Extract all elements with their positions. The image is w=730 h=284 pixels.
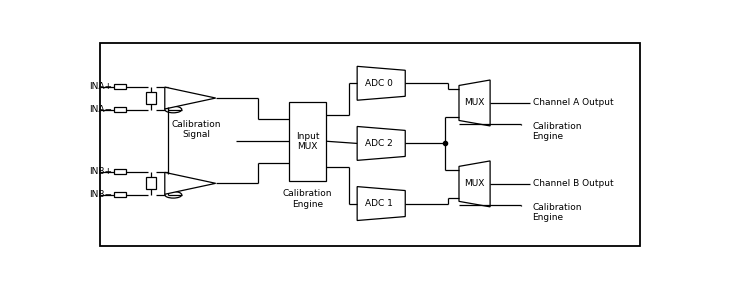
Polygon shape: [165, 87, 216, 109]
Text: Calibration
Engine: Calibration Engine: [533, 122, 582, 141]
Polygon shape: [459, 80, 490, 126]
Text: ADC 0: ADC 0: [365, 79, 393, 88]
Text: MUX: MUX: [464, 179, 485, 188]
Circle shape: [165, 191, 182, 198]
Text: Input
MUX: Input MUX: [296, 131, 320, 151]
Bar: [114, 107, 126, 112]
Text: Calibration
Signal: Calibration Signal: [171, 120, 220, 139]
Polygon shape: [459, 161, 490, 207]
Polygon shape: [357, 187, 405, 220]
Bar: [114, 192, 126, 197]
Text: Calibration
Engine: Calibration Engine: [533, 202, 582, 222]
Text: INA−: INA−: [89, 105, 112, 114]
Bar: [114, 170, 126, 174]
Text: Calibration
Engine: Calibration Engine: [283, 189, 332, 209]
Polygon shape: [357, 66, 405, 100]
Text: INA+: INA+: [89, 82, 112, 91]
Text: MUX: MUX: [464, 99, 485, 107]
Text: Channel B Output: Channel B Output: [533, 179, 613, 188]
Bar: [114, 84, 126, 89]
Circle shape: [165, 106, 182, 113]
Bar: [145, 92, 155, 104]
Polygon shape: [165, 172, 216, 194]
Text: INB+: INB+: [89, 167, 112, 176]
Text: Channel A Output: Channel A Output: [533, 99, 613, 107]
Bar: [289, 102, 326, 181]
Polygon shape: [357, 126, 405, 160]
Text: INB−: INB−: [89, 190, 112, 199]
Text: ADC 2: ADC 2: [365, 139, 393, 148]
Bar: [145, 177, 155, 189]
Text: ADC 1: ADC 1: [365, 199, 393, 208]
